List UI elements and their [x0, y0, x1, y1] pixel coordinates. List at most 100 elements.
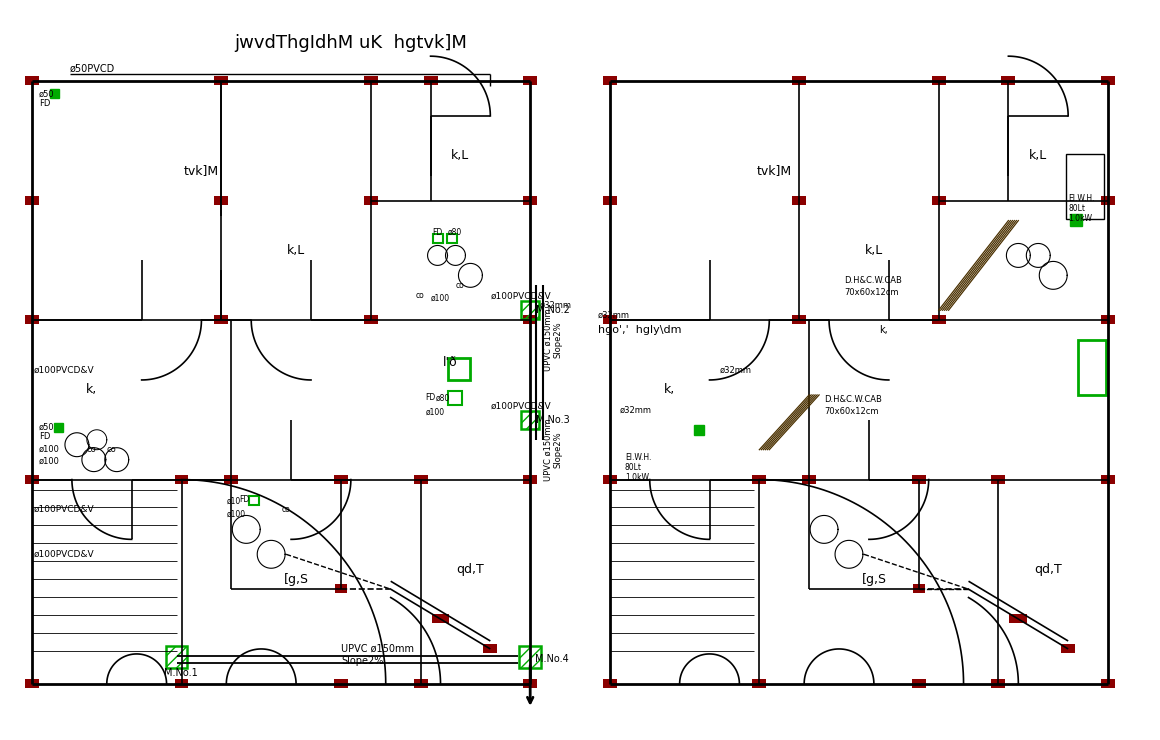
Text: UPVC ø150mm: UPVC ø150mm [544, 309, 552, 371]
Bar [215, 195, 229, 205]
Bar [50, 89, 59, 98]
Bar [523, 679, 537, 687]
Bar [521, 411, 539, 428]
Bar [931, 195, 945, 205]
Text: ø80: ø80 [435, 394, 450, 403]
Text: qd,T: qd,T [457, 562, 484, 576]
Bar [753, 474, 767, 483]
Text: ø50: ø50 [39, 90, 55, 98]
Text: D.H&C.W.CAB: D.H&C.W.CAB [844, 276, 901, 285]
Bar [215, 76, 229, 85]
Bar [603, 315, 617, 324]
Bar [215, 315, 229, 324]
Text: ø50PVCD: ø50PVCD [70, 64, 115, 74]
Text: ø100: ø100 [39, 457, 60, 466]
Text: M.No.1: M.No.1 [164, 668, 197, 678]
Bar [1101, 474, 1115, 483]
Text: hgo','  hgly\dm: hgo',' hgly\dm [597, 325, 681, 335]
Text: ø32mm: ø32mm [541, 300, 572, 310]
Bar [992, 474, 1006, 483]
Bar [1001, 76, 1015, 85]
Bar [364, 76, 378, 85]
Bar [913, 584, 925, 593]
Text: M.No.4: M.No.4 [535, 654, 568, 664]
Bar [694, 425, 703, 435]
Text: ø100PVCD&V: ø100PVCD&V [491, 401, 551, 411]
Text: k,: k, [86, 383, 97, 397]
Text: 80Lt: 80Lt [625, 463, 641, 472]
Text: tvk]M: tvk]M [756, 164, 792, 178]
Text: ø100PVCD&V: ø100PVCD&V [34, 505, 95, 514]
Bar [174, 474, 188, 483]
Text: FD: FD [426, 394, 436, 403]
Bar [792, 315, 806, 324]
Bar [26, 679, 39, 687]
Bar [603, 474, 617, 483]
Bar [1078, 340, 1105, 395]
Bar [931, 76, 945, 85]
Text: Slope2%: Slope2% [341, 656, 383, 666]
Text: [g,S: [g,S [283, 573, 309, 586]
Text: Slope2%: Slope2% [553, 431, 563, 468]
Bar [992, 679, 1006, 687]
Text: M.No.3: M.No.3 [536, 415, 570, 425]
Bar [364, 315, 378, 324]
Text: ø100PVCD&V: ø100PVCD&V [34, 550, 95, 559]
Bar [803, 474, 817, 483]
Bar [912, 679, 926, 687]
Bar [334, 474, 348, 483]
Bar [1066, 154, 1104, 218]
Text: ø100: ø100 [430, 294, 450, 303]
Bar [433, 234, 442, 243]
Bar [364, 195, 378, 205]
Text: [g,S: [g,S [862, 573, 886, 586]
Bar [423, 76, 437, 85]
Text: co: co [415, 291, 425, 300]
Text: El.W.H.: El.W.H. [1068, 194, 1095, 204]
Bar [1101, 76, 1115, 85]
Text: co: co [456, 280, 464, 290]
Text: k,L: k,L [864, 244, 883, 257]
Text: FD: FD [239, 495, 249, 504]
Text: D.H&C.W.CAB: D.H&C.W.CAB [824, 395, 882, 404]
Bar [603, 195, 617, 205]
Text: ø100: ø100 [426, 407, 444, 417]
Text: jwvdThgIdhM uK  hgtvk]M: jwvdThgIdhM uK hgtvk]M [234, 34, 467, 53]
Bar [1101, 195, 1115, 205]
Bar [1101, 315, 1115, 324]
Bar [448, 234, 457, 243]
Text: k,L: k,L [451, 149, 470, 162]
Text: ø100: ø100 [226, 510, 246, 519]
Bar [26, 76, 39, 85]
Text: ø32mm: ø32mm [619, 406, 652, 414]
Text: 1.0kW: 1.0kW [625, 473, 648, 482]
Bar [792, 76, 806, 85]
Bar [432, 614, 449, 623]
Bar [1101, 679, 1115, 687]
Text: UPVC ø150mm: UPVC ø150mm [544, 418, 552, 481]
Text: 80Lt: 80Lt [1068, 204, 1085, 213]
Text: ø50: ø50 [39, 423, 55, 431]
Bar [1009, 614, 1028, 623]
Bar [414, 679, 428, 687]
Bar [792, 195, 806, 205]
Bar [174, 679, 188, 687]
Bar [912, 474, 926, 483]
Bar [449, 391, 463, 405]
Bar [753, 679, 767, 687]
Text: 1.0kW: 1.0kW [1068, 214, 1093, 223]
Text: Slope2%: Slope2% [553, 322, 563, 358]
Bar [523, 195, 537, 205]
Bar [523, 315, 537, 324]
Text: k,L: k,L [287, 244, 305, 257]
Text: M.No.2: M.No.2 [536, 305, 570, 315]
Bar [521, 301, 539, 319]
Text: ø10: ø10 [226, 497, 240, 506]
Text: co: co [107, 445, 116, 454]
Text: ø80: ø80 [448, 228, 462, 237]
Text: ø32mm: ø32mm [597, 311, 630, 320]
Text: El.W.H.: El.W.H. [625, 453, 651, 462]
Text: UPVC ø150mm: UPVC ø150mm [341, 644, 414, 654]
Bar [224, 474, 238, 483]
Bar [523, 474, 537, 483]
